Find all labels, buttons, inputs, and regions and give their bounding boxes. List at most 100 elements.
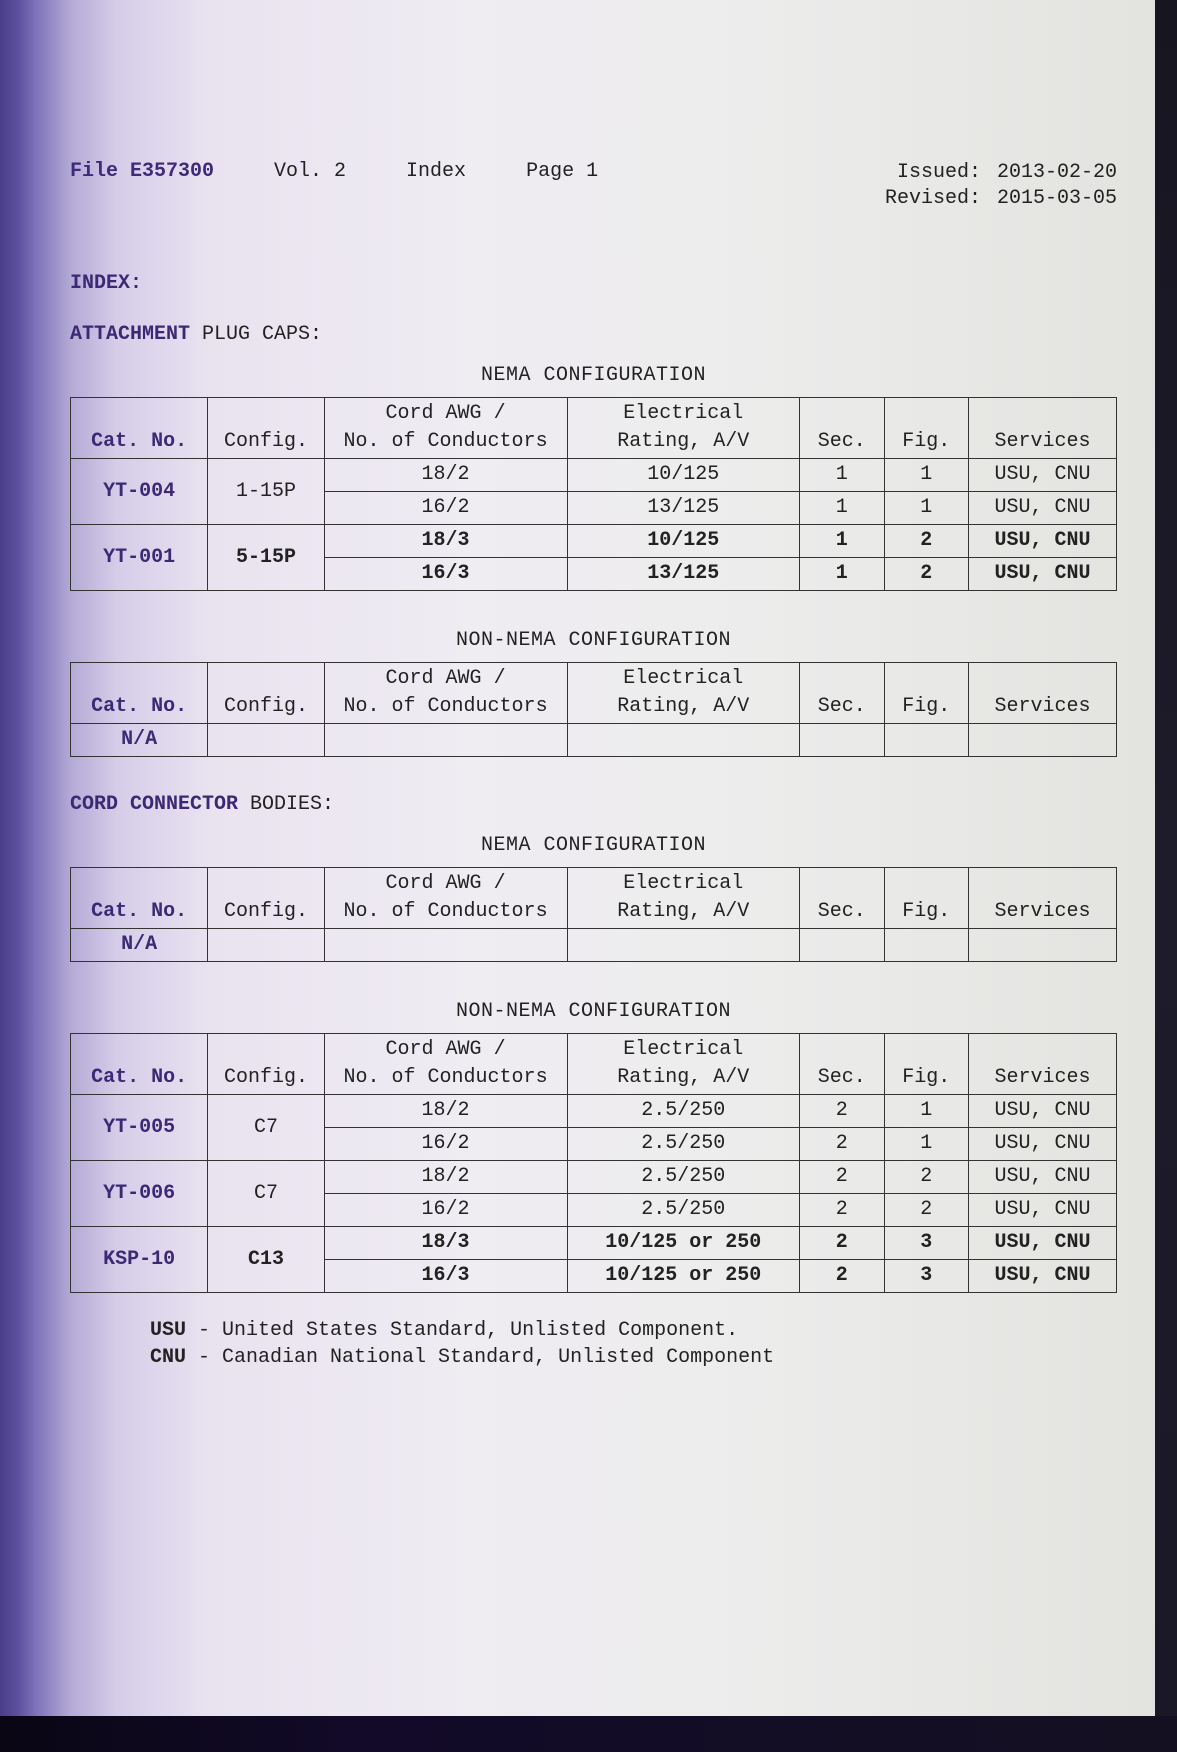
page-number: Page 1 (526, 160, 598, 212)
cell-config: C13 (208, 1227, 324, 1293)
cell-config: C7 (208, 1161, 324, 1227)
cell-services: USU, CNU (969, 1227, 1117, 1260)
col-config: Config. (208, 868, 324, 929)
col-sec: Sec. (800, 1034, 885, 1095)
cell-services (969, 929, 1117, 962)
col-services: Services (969, 663, 1117, 724)
attachment-prefix: ATTACHMENT (70, 323, 190, 346)
cell-sec: 2 (800, 1095, 885, 1128)
cell-electrical: 10/125 or 250 (567, 1260, 799, 1293)
cell-electrical (567, 929, 799, 962)
cell-awg (324, 724, 567, 757)
col-electrical: ElectricalRating, A/V (567, 663, 799, 724)
col-electrical: ElectricalRating, A/V (567, 398, 799, 459)
col-elec-l1: Electrical (623, 1038, 743, 1061)
cell-awg: 18/2 (324, 1095, 567, 1128)
scan-right-edge (1155, 0, 1177, 1752)
cell-fig: 2 (884, 525, 969, 558)
cell-services: USU, CNU (969, 1161, 1117, 1194)
cell-config: C7 (208, 1095, 324, 1161)
cell-fig: 1 (884, 459, 969, 492)
col-elec-l1: Electrical (623, 667, 743, 690)
col-cat-no: Cat. No. (71, 663, 208, 724)
col-cat-no: Cat. No. (71, 1034, 208, 1095)
col-awg-l2: No. of Conductors (333, 898, 559, 926)
issued-label: Issued: (897, 160, 981, 186)
scan-bottom-edge (0, 1716, 1177, 1752)
col-electrical: ElectricalRating, A/V (567, 868, 799, 929)
index-heading: INDEX: (70, 272, 1117, 295)
cell-services: USU, CNU (969, 459, 1117, 492)
col-awg: Cord AWG /No. of Conductors (324, 868, 567, 929)
cell-electrical: 10/125 (567, 459, 799, 492)
cell-sec (800, 724, 885, 757)
col-fig: Fig. (884, 1034, 969, 1095)
plug-nema-table: Cat. No. Config. Cord AWG /No. of Conduc… (70, 397, 1117, 591)
usu-key: USU (150, 1319, 186, 1342)
cell-sec: 1 (800, 525, 885, 558)
col-elec-l2: Rating, A/V (576, 428, 791, 456)
col-sec: Sec. (800, 663, 885, 724)
cell-electrical: 2.5/250 (567, 1128, 799, 1161)
cell-services: USU, CNU (969, 492, 1117, 525)
footnotes: USU - United States Standard, Unlisted C… (150, 1317, 1117, 1371)
table-row: N/A (71, 724, 1117, 757)
header-right: Issued: 2013-02-20 Revised: 2015-03-05 (885, 160, 1117, 212)
cell-sec: 2 (800, 1227, 885, 1260)
cord-prefix: CORD CONNECTOR (70, 793, 238, 816)
col-awg-l2: No. of Conductors (333, 1064, 559, 1092)
table-header: Cat. No. Config. Cord AWG /No. of Conduc… (71, 663, 1117, 724)
col-electrical: Electrical Rating, A/V (567, 1034, 799, 1095)
table-body: N/A (71, 929, 1117, 962)
footnote-cnu: CNU - Canadian National Standard, Unlist… (150, 1344, 1117, 1371)
cell-services: USU, CNU (969, 558, 1117, 591)
table-row: YT-0041-15P18/210/12511USU, CNU (71, 459, 1117, 492)
cell-sec: 2 (800, 1161, 885, 1194)
cell-awg: 16/3 (324, 558, 567, 591)
col-awg: Cord AWG / No. of Conductors (324, 663, 567, 724)
table-row: N/A (71, 929, 1117, 962)
document-header: File E357300 Vol. 2 Index Page 1 Issued:… (70, 160, 1117, 212)
cell-config (208, 724, 324, 757)
col-fig: Fig. (884, 398, 969, 459)
cell-fig: 3 (884, 1260, 969, 1293)
table-body: N/A (71, 724, 1117, 757)
cell-sec: 1 (800, 492, 885, 525)
col-sec: Sec. (800, 868, 885, 929)
col-awg-l1: Cord AWG / (386, 402, 506, 425)
attachment-plug-caps-heading: ATTACHMENT PLUG CAPS: (70, 323, 1117, 346)
table-body: YT-005C718/22.5/25021USU, CNU16/22.5/250… (71, 1095, 1117, 1293)
col-services: Services (969, 1034, 1117, 1095)
cell-config (208, 929, 324, 962)
cell-electrical: 2.5/250 (567, 1161, 799, 1194)
cell-services (969, 724, 1117, 757)
cell-electrical: 2.5/250 (567, 1095, 799, 1128)
volume: Vol. 2 (274, 160, 346, 212)
cell-sec (800, 929, 885, 962)
cell-electrical: 10/125 (567, 525, 799, 558)
table-row: YT-0015-15P18/310/12512USU, CNU (71, 525, 1117, 558)
cell-awg: 18/3 (324, 525, 567, 558)
cord-nonnema-table: Cat. No. Config. Cord AWG /No. of Conduc… (70, 1033, 1117, 1293)
revised-date: 2015-03-05 (997, 186, 1117, 212)
cell-sec: 2 (800, 1260, 885, 1293)
cell-cat-no: KSP-10 (71, 1227, 208, 1293)
col-elec-l1: Electrical (623, 872, 743, 895)
plug-nema-title: NEMA CONFIGURATION (70, 364, 1117, 387)
cord-connector-bodies-heading: CORD CONNECTOR BODIES: (70, 793, 1117, 816)
cell-sec: 2 (800, 1194, 885, 1227)
cnu-key: CNU (150, 1346, 186, 1369)
col-awg-l2: No. of Conductors (333, 693, 559, 721)
cell-cat-no: YT-004 (71, 459, 208, 525)
col-awg-l2: No. of Conductors (333, 428, 559, 456)
cell-electrical (567, 724, 799, 757)
cell-fig (884, 929, 969, 962)
index-label-top: Index (406, 160, 466, 212)
cell-awg: 18/2 (324, 459, 567, 492)
cell-cat-no: YT-001 (71, 525, 208, 591)
col-config: Config. (208, 1034, 324, 1095)
table-header: Cat. No. Config. Cord AWG /No. of Conduc… (71, 868, 1117, 929)
col-awg-l1: Cord AWG / (386, 667, 506, 690)
col-elec-l2: Rating, A/V (576, 1064, 791, 1092)
col-sec: Sec. (800, 398, 885, 459)
